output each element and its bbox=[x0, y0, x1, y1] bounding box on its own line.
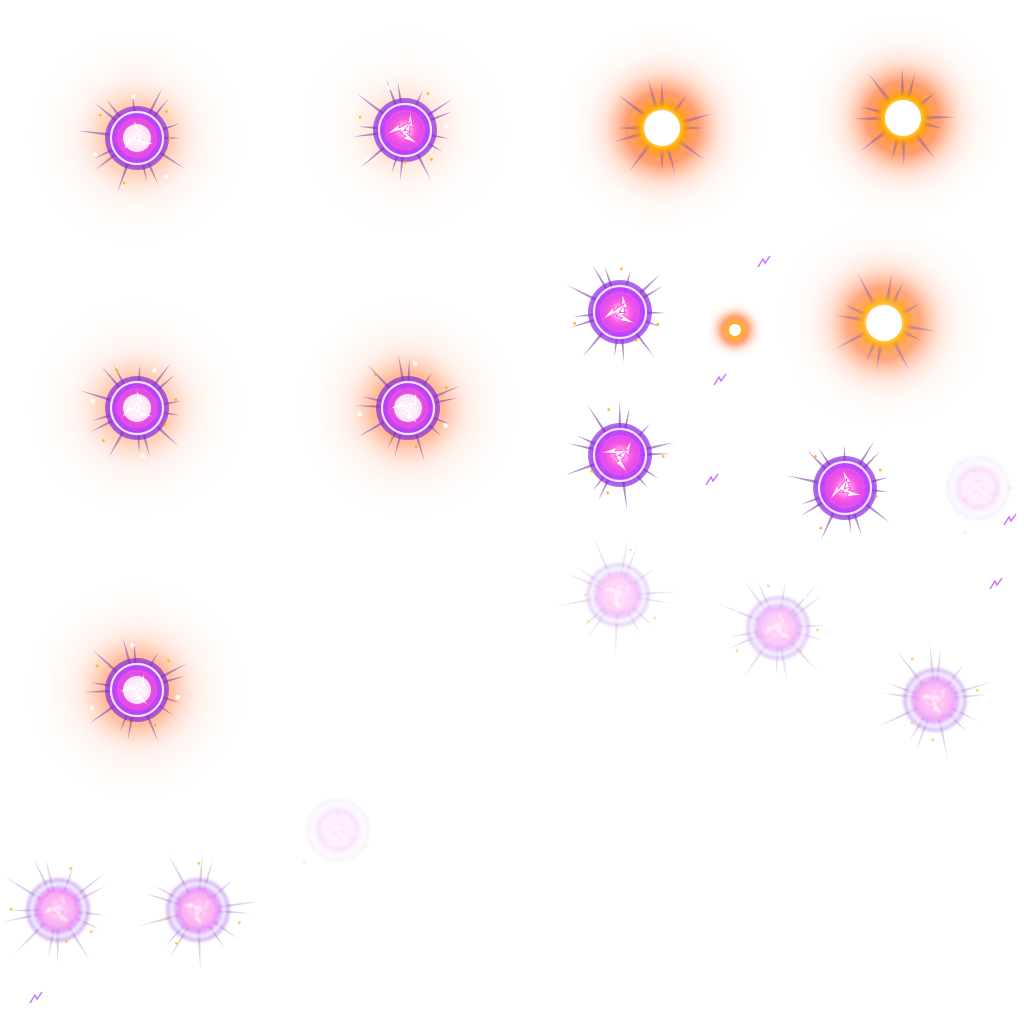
effect-frame bbox=[648, 498, 908, 758]
effect-frame bbox=[715, 358, 975, 618]
spark-fragment-icon bbox=[757, 255, 771, 268]
effect-frame bbox=[68, 780, 328, 1024]
effect-frame bbox=[490, 325, 750, 585]
effect-frame bbox=[275, 0, 535, 260]
effect-sprite-icon bbox=[287, 12, 523, 248]
effect-sprite-icon bbox=[705, 300, 765, 360]
effect-sprite-icon bbox=[556, 536, 678, 655]
effect-frame bbox=[0, 780, 188, 1024]
effect-sprite-icon bbox=[566, 264, 666, 363]
effect-frame bbox=[848, 358, 1024, 618]
effect-frame bbox=[532, 0, 792, 258]
effect-frame bbox=[773, 0, 1024, 248]
effect-sprite-icon bbox=[565, 400, 675, 511]
effect-sprite-icon bbox=[138, 852, 258, 971]
effect-sprite-icon bbox=[552, 18, 772, 238]
effect-sprite-icon bbox=[946, 456, 1012, 535]
effect-sprite-icon bbox=[774, 213, 994, 433]
effect-frame bbox=[605, 200, 865, 460]
effect-frame bbox=[7, 560, 267, 820]
effect-frame bbox=[488, 465, 748, 725]
effect-frame bbox=[7, 278, 267, 538]
effect-frame bbox=[805, 570, 1024, 830]
effect-sprite-icon bbox=[290, 290, 526, 526]
spark-fragment-icon bbox=[713, 373, 727, 386]
spark-fragment-icon bbox=[29, 991, 43, 1004]
spark-fragment-icon bbox=[1003, 513, 1017, 526]
effect-sprite-icon bbox=[19, 20, 255, 256]
effect-sprite-icon bbox=[3, 857, 107, 965]
effect-frame bbox=[754, 193, 1014, 453]
spark-fragment-icon bbox=[989, 577, 1003, 590]
effect-sprite-icon bbox=[302, 798, 370, 881]
effect-sprite-icon bbox=[19, 572, 255, 808]
effect-frame bbox=[278, 278, 538, 538]
spark-fragment-icon bbox=[705, 473, 719, 486]
effect-sprite-icon bbox=[718, 580, 827, 682]
effect-sprite-icon bbox=[19, 290, 255, 526]
effect-sprite-icon bbox=[793, 8, 1013, 228]
effect-frame bbox=[490, 182, 750, 442]
effect-frame bbox=[208, 700, 468, 960]
effect-sprite-icon bbox=[878, 642, 993, 759]
effect-sprite-icon bbox=[786, 440, 890, 541]
effect-frame bbox=[7, 8, 267, 268]
